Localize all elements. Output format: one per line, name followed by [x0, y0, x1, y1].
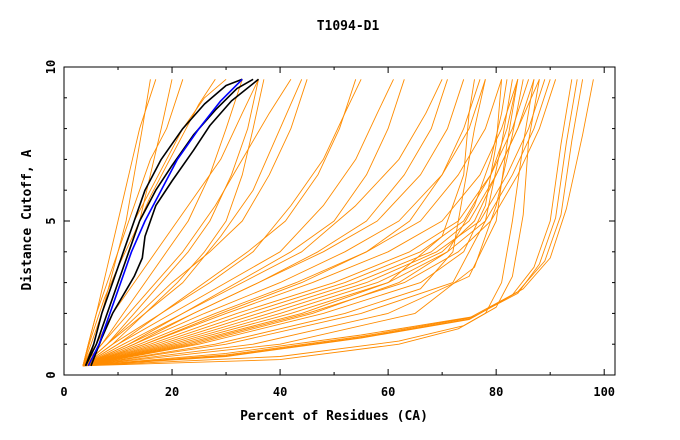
chart-title: T1094-D1 — [317, 19, 380, 34]
model-line-14 — [82, 79, 465, 367]
model-line-39 — [82, 79, 357, 367]
model-line-23 — [82, 79, 513, 367]
model-line-9 — [82, 79, 292, 367]
model-line-13 — [82, 79, 443, 367]
model-line-30 — [82, 79, 481, 367]
model-line-25 — [82, 79, 524, 367]
model-line-31 — [82, 79, 551, 367]
model-line-35 — [82, 79, 265, 367]
model-line-18 — [82, 79, 530, 367]
model-line-38 — [82, 79, 308, 367]
model-line-12 — [82, 79, 394, 367]
plot-frame — [63, 66, 616, 376]
model-line-43 — [82, 79, 540, 367]
y-axis-label: Distance Cutoff, A — [20, 149, 35, 290]
highlight-line-1 — [84, 78, 243, 367]
model-line-26 — [82, 79, 486, 367]
y-tick-label: 0 — [44, 371, 58, 378]
model-line-33 — [82, 79, 259, 367]
x-axis-label: Percent of Residues (CA) — [240, 409, 428, 424]
model-line-47 — [82, 79, 578, 367]
model-line-27 — [82, 79, 475, 367]
x-tick-label: 80 — [489, 385, 503, 399]
model-line-46 — [82, 79, 594, 367]
model-line-15 — [82, 79, 486, 367]
model-line-11 — [82, 79, 362, 367]
model-line-41 — [82, 79, 448, 367]
x-tick-label: 20 — [165, 385, 179, 399]
highlight-line-3 — [87, 78, 243, 367]
model-line-22 — [82, 79, 503, 367]
model-line-40 — [82, 79, 405, 367]
y-tick-label: 10 — [44, 60, 58, 74]
highlight-line-0 — [84, 78, 254, 367]
model-line-10 — [82, 79, 303, 367]
x-tick-label: 60 — [381, 385, 395, 399]
x-tick-label: 40 — [273, 385, 287, 399]
model-line-24 — [82, 79, 519, 367]
model-line-29 — [82, 79, 546, 367]
model-line-7 — [82, 79, 157, 366]
model-line-45 — [82, 79, 584, 367]
model-line-34 — [82, 79, 243, 367]
model-line-32 — [82, 79, 557, 367]
x-tick-label: 0 — [60, 385, 67, 399]
y-tick-label: 5 — [44, 217, 58, 224]
axis-layer: 0 20 40 60 80 100 0 5 10 — [44, 60, 615, 399]
x-tick-label: 100 — [593, 385, 615, 399]
highlight-line-2 — [90, 78, 259, 367]
series-layer — [82, 78, 594, 367]
